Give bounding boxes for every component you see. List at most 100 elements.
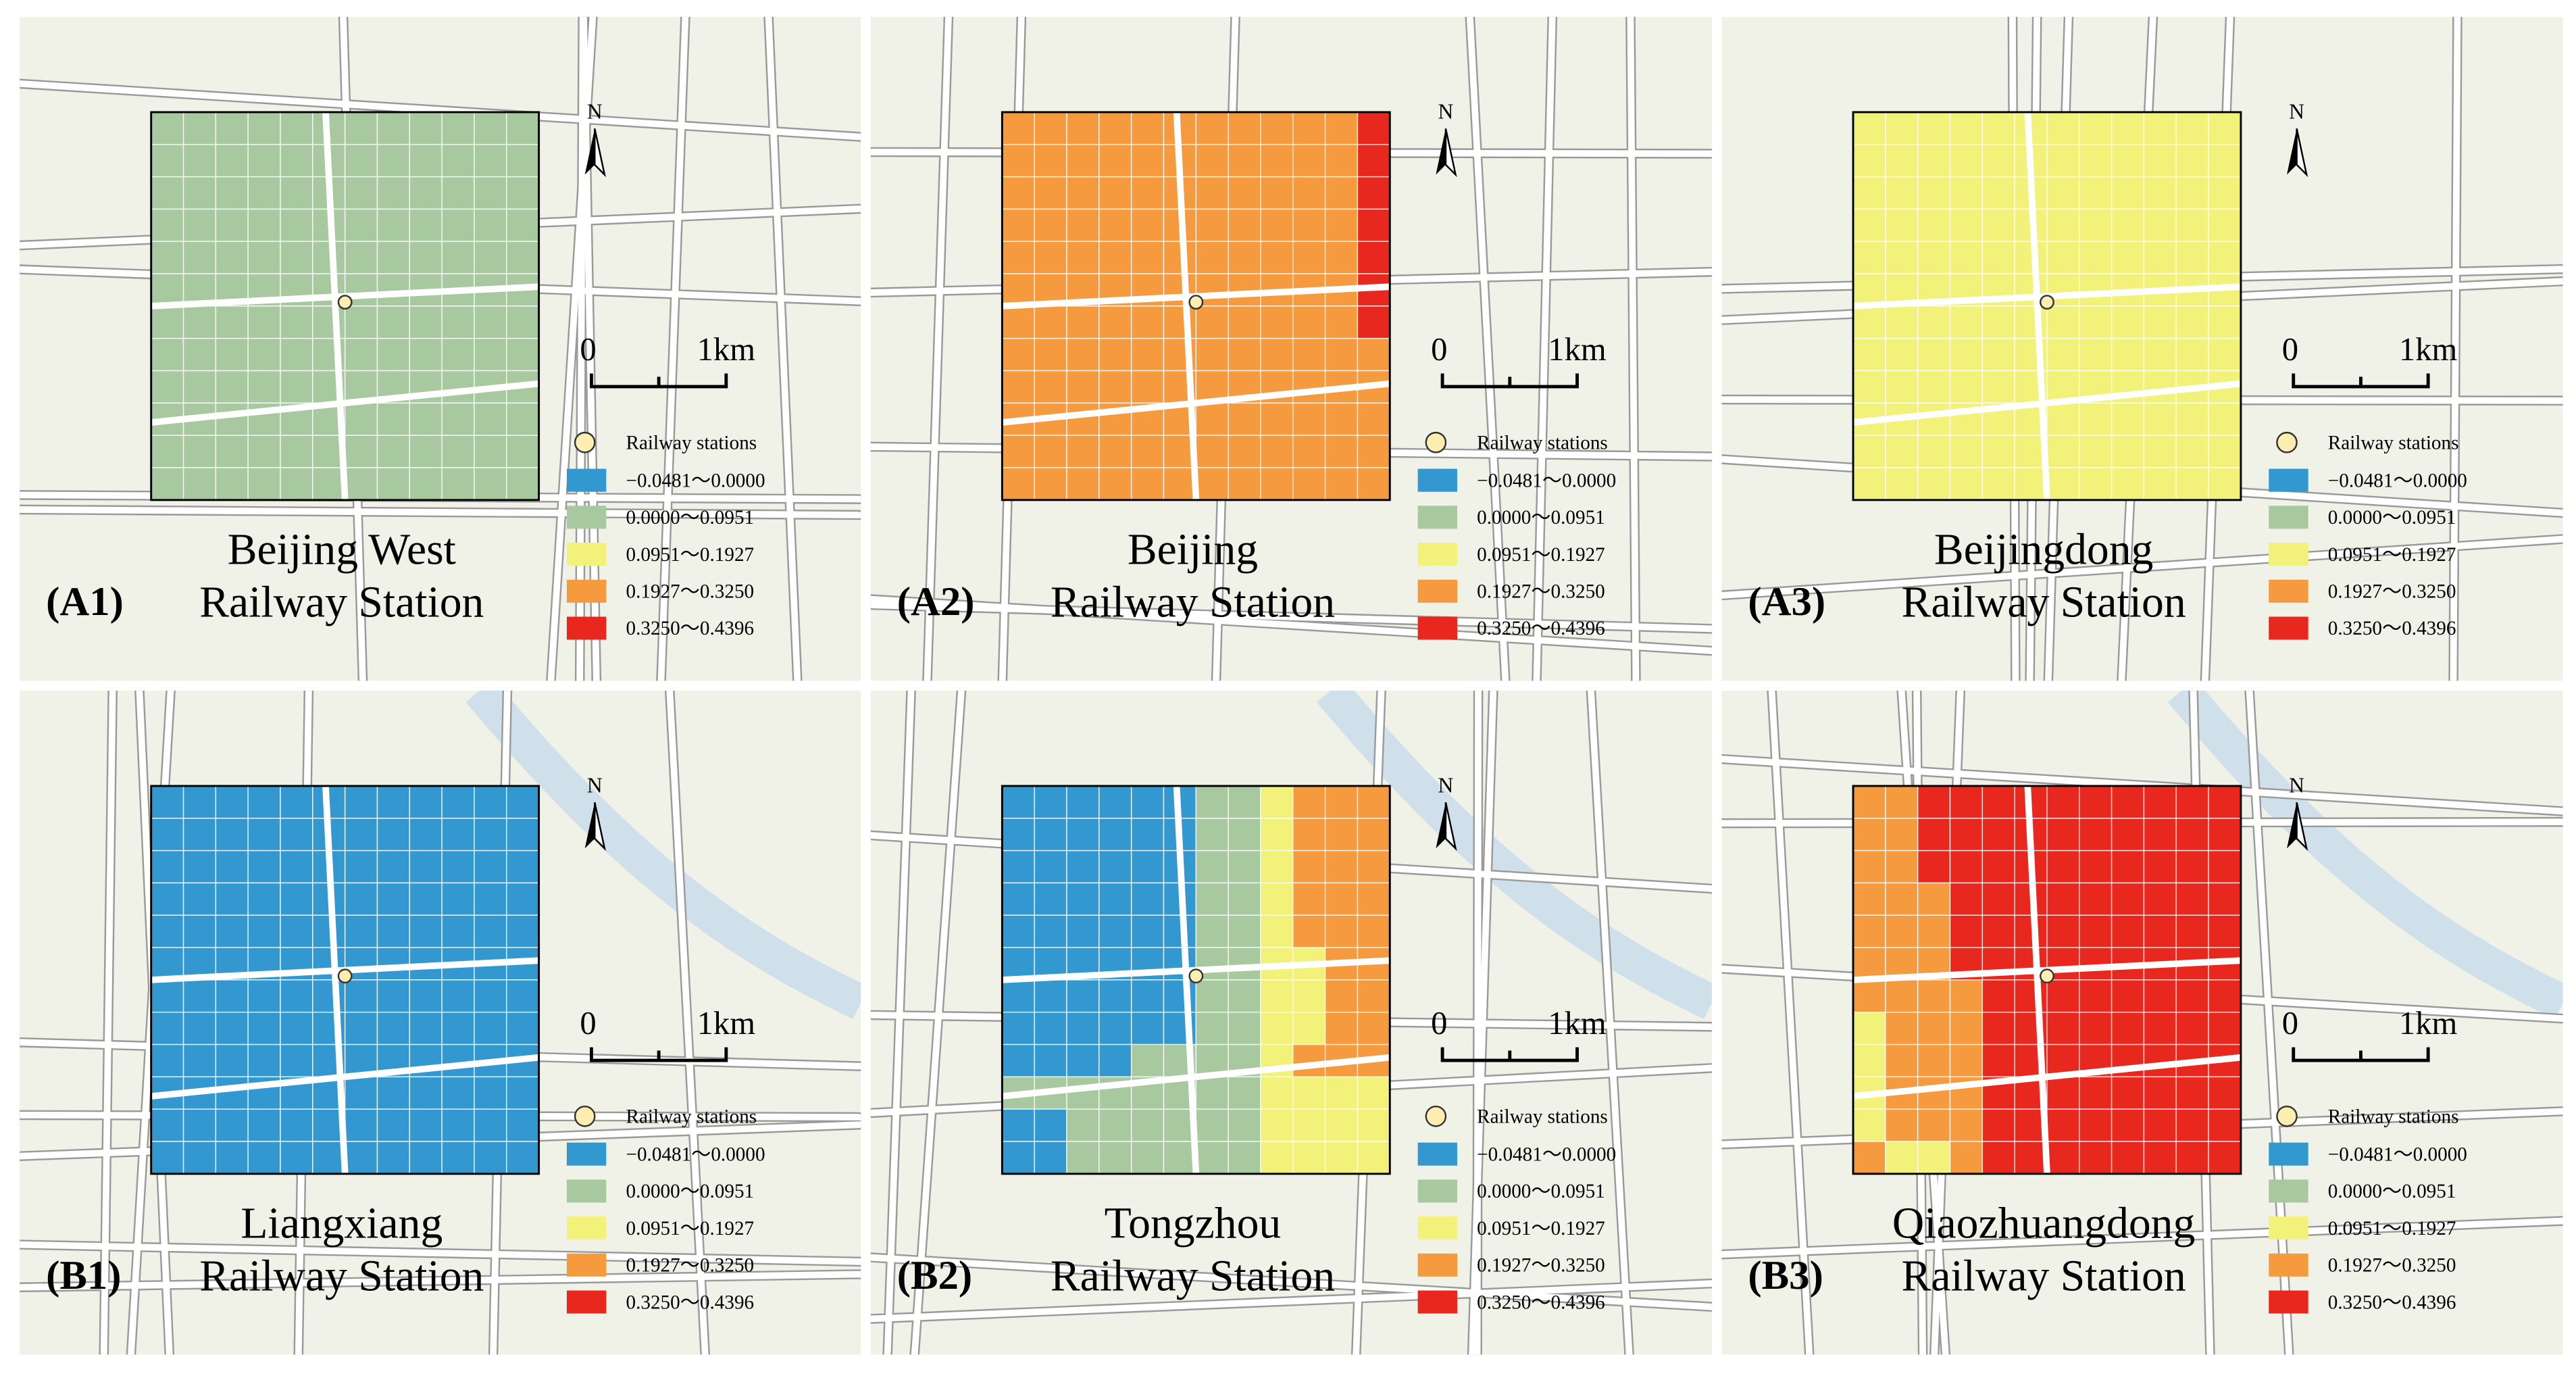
grid-cell [1949, 337, 1984, 372]
grid-cell [1066, 337, 1100, 372]
grid-cell [2175, 435, 2209, 468]
grid-cell [1917, 1076, 1951, 1110]
grid-cell [1034, 305, 1067, 339]
grid-cell [1195, 241, 1229, 274]
grid-cell [150, 305, 184, 339]
grid-cell [1066, 850, 1100, 884]
legend-label: −0.0481～0.0000 [2328, 1143, 2467, 1165]
grid-cell [344, 402, 378, 436]
grid-cell [312, 1141, 346, 1175]
grid-cell [506, 785, 540, 819]
scale-unit: 1km [2399, 331, 2458, 368]
grid-cell [506, 1141, 540, 1175]
grid-cell [409, 435, 443, 468]
grid-cell [150, 914, 184, 948]
grid-cell [1917, 882, 1951, 916]
grid-cell [1066, 785, 1100, 819]
grid-cell [2175, 112, 2209, 145]
grid-cell [2143, 914, 2177, 948]
grid-cell [376, 1108, 411, 1142]
grid-cell [1885, 882, 1919, 916]
grid-cell [1917, 370, 1951, 404]
grid-cell [2175, 1141, 2209, 1175]
grid-cell [1034, 914, 1067, 948]
north-label: N [1438, 100, 1454, 124]
grid-cell [215, 850, 249, 884]
legend-label: 0.1927～0.3250 [2328, 581, 2456, 603]
grid-cell [1130, 144, 1165, 178]
grid-cell [1917, 467, 1951, 501]
legend-label: −0.0481～0.0000 [1477, 1143, 1616, 1165]
grid-cell [2208, 914, 2242, 948]
grid-cell [182, 1141, 217, 1175]
legend-station-symbol [1425, 1105, 1447, 1127]
grid-cell [1852, 947, 1886, 981]
legend-swatch [566, 616, 607, 640]
grid-cell [2014, 914, 2048, 948]
grid-cell [2111, 850, 2145, 884]
grid-cell [215, 241, 249, 274]
grid-cell [182, 1012, 217, 1045]
grid-cell [506, 1012, 540, 1045]
grid-cell [1357, 1012, 1390, 1045]
grid-cell [506, 979, 540, 1013]
grid-cell [1034, 979, 1067, 1013]
grid-cell [182, 1043, 217, 1078]
grid-cell [409, 402, 443, 436]
grid-cell [1001, 914, 1035, 948]
grid-cell [1130, 914, 1165, 948]
grid-cell [409, 979, 443, 1013]
legend-station-label: Railway stations [626, 1106, 757, 1127]
grid-cell [1260, 144, 1294, 178]
grid-cell [1195, 337, 1229, 372]
grid-cell [1885, 1108, 1919, 1142]
grid-cell [474, 785, 507, 819]
grid-cell [247, 1108, 281, 1142]
grid-cell [1163, 467, 1197, 501]
grid-cell [2175, 208, 2209, 242]
grid-cell [182, 850, 217, 884]
north-arrow [2287, 802, 2297, 849]
grid-cell [376, 850, 411, 884]
legend-swatch [1417, 1179, 1457, 1203]
grid-cell [1130, 112, 1165, 145]
grid-cell [1324, 1012, 1359, 1045]
scale-zero: 0 [2282, 1005, 2298, 1041]
legend-label: 0.1927～0.3250 [2328, 1255, 2456, 1277]
grid-cell [280, 370, 313, 404]
grid-cell [2143, 1043, 2177, 1078]
road [151, 1054, 540, 1100]
grid-cell [2046, 850, 2080, 884]
grid-cell [1324, 435, 1359, 468]
legend-label: −0.0481～0.0000 [626, 470, 765, 491]
legend-swatch [566, 1179, 607, 1203]
grid-cell [1195, 1076, 1229, 1110]
panel-id: (B3) [1748, 1253, 1823, 1298]
grid-cell [182, 882, 217, 916]
grid-cell [182, 241, 217, 274]
scale-zero: 0 [1431, 1005, 1447, 1041]
grid-cell [1228, 435, 1261, 468]
grid-cell [215, 818, 249, 852]
grid-cell [1001, 241, 1035, 274]
grid-cell [1885, 435, 1919, 468]
grid-cell [182, 467, 217, 501]
grid-cell [247, 979, 281, 1013]
grid-cell [1130, 467, 1165, 501]
grid-cell [441, 785, 475, 819]
grid-cell [1130, 176, 1165, 210]
grid-cell [1917, 818, 1951, 852]
grid-cell [1292, 435, 1326, 468]
station-name: Beijingdong [1934, 525, 2154, 574]
grid-cell [1917, 785, 1951, 819]
grid-cell [1034, 1043, 1067, 1078]
grid-cell [441, 850, 475, 884]
grid-cell [1066, 882, 1100, 916]
grid-cell [182, 435, 217, 468]
grid-cell [182, 337, 217, 372]
grid-cell [344, 785, 378, 819]
grid-cell [441, 208, 475, 242]
grid-cell [1066, 112, 1100, 145]
grid-cell [1981, 337, 2015, 372]
grid-cell [1852, 144, 1886, 178]
